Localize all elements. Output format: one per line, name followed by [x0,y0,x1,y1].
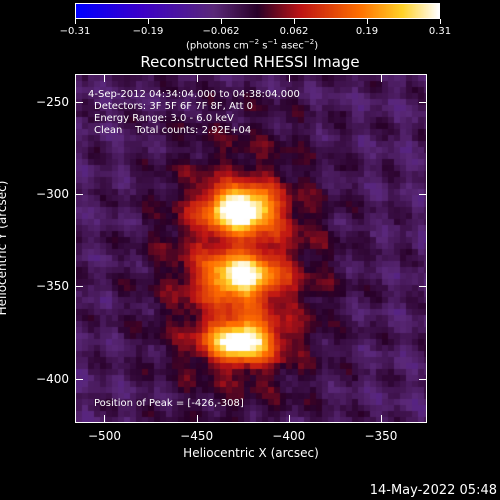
image-plot-area: 4-Sep-2012 04:34:04.000 to 04:38:04.000 … [75,74,427,423]
x-axis-label: Heliocentric X (arcsec) [183,446,319,460]
y-tick [419,286,427,288]
y-tick [419,194,427,196]
colorbar-tick-label: 0.062 [279,26,309,37]
colorbar-tick [367,19,368,24]
y-tick [419,378,427,380]
colorbar-tick-label: 0.31 [428,26,452,37]
plot-title: Reconstructed RHESSI Image [140,53,360,71]
x-tick-label: −400 [272,429,306,443]
x-tick [288,415,290,423]
colorbar [75,3,440,19]
x-tick [104,74,106,82]
y-tick [419,101,427,103]
colorbar-tick-label: −0.31 [59,26,91,37]
colorbar-tick-label: −0.19 [132,26,164,37]
colorbar-tick [148,19,149,24]
y-tick [75,378,83,380]
colorbar-tick [294,19,295,24]
y-tick-label: −350 [36,279,69,294]
colorbar-tick-label: −0.062 [202,26,240,37]
colorbar-tick-label: 0.19 [355,26,379,37]
x-tick [380,74,382,82]
x-tick [196,74,198,82]
y-tick-label: −300 [36,187,69,202]
x-tick [380,415,382,423]
timestamp: 14-May-2022 05:48 [369,483,497,498]
info-clean: Clean Total counts: 2.92E+04 [94,125,252,136]
y-tick-label: −400 [36,371,69,386]
info-detectors: Detectors: 3F 5F 6F 7F 8F, Att 0 [94,101,254,112]
rhessi-image [76,75,426,422]
info-peak-position: Position of Peak = [-426,-308] [94,398,244,409]
colorbar-tick [440,19,441,24]
x-tick-label: −450 [180,429,214,443]
info-energy: Energy Range: 3.0 - 6.0 keV [94,113,234,124]
x-tick [196,415,198,423]
info-time-range: 4-Sep-2012 04:34:04.000 to 04:38:04.000 [88,89,300,100]
colorbar-tick [221,19,222,24]
x-tick [288,74,290,82]
x-tick-label: −350 [364,429,398,443]
colorbar-tick [75,19,76,24]
y-tick [75,286,83,288]
x-tick-label: −500 [88,429,121,443]
y-axis-label: Heliocentric Y (arcsec) [0,180,9,316]
colorbar-units: (photons cm−2 s−1 asec−2) [186,38,319,52]
y-tick [75,194,83,196]
x-tick [104,415,106,423]
y-tick [75,101,83,103]
y-tick-label: −250 [36,94,69,109]
